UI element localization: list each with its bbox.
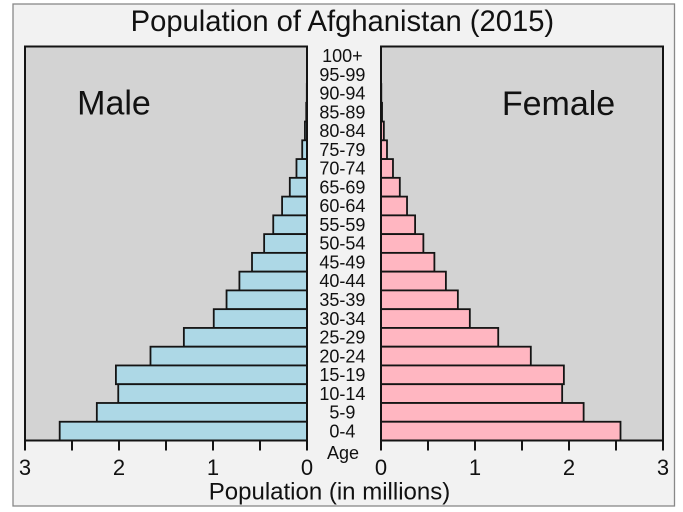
svg-text:100+: 100+ <box>322 46 363 66</box>
svg-text:70-74: 70-74 <box>319 159 365 179</box>
svg-text:2: 2 <box>563 455 575 480</box>
svg-text:Female: Female <box>502 85 615 123</box>
svg-text:25-29: 25-29 <box>319 328 365 348</box>
svg-text:85-89: 85-89 <box>319 102 365 122</box>
svg-text:30-34: 30-34 <box>319 309 365 329</box>
svg-text:80-84: 80-84 <box>319 121 365 141</box>
svg-text:95-99: 95-99 <box>319 65 365 85</box>
svg-text:35-39: 35-39 <box>319 290 365 310</box>
svg-text:40-44: 40-44 <box>319 271 365 291</box>
svg-text:10-14: 10-14 <box>319 384 365 404</box>
svg-text:Population of Afghanistan (201: Population of Afghanistan (2015) <box>131 6 555 38</box>
svg-text:3: 3 <box>657 455 669 480</box>
svg-text:1: 1 <box>207 455 219 480</box>
svg-text:Age: Age <box>327 443 359 463</box>
svg-text:75-79: 75-79 <box>319 140 365 160</box>
svg-text:60-64: 60-64 <box>319 196 365 216</box>
svg-text:Male: Male <box>77 85 151 123</box>
svg-text:15-19: 15-19 <box>319 365 365 385</box>
svg-text:65-69: 65-69 <box>319 177 365 197</box>
svg-text:45-49: 45-49 <box>319 252 365 272</box>
svg-text:0: 0 <box>301 455 313 480</box>
svg-text:2: 2 <box>113 455 125 480</box>
svg-text:20-24: 20-24 <box>319 346 365 366</box>
svg-text:0: 0 <box>375 455 387 480</box>
svg-text:1: 1 <box>469 455 481 480</box>
svg-text:5-9: 5-9 <box>329 403 355 423</box>
svg-text:0-4: 0-4 <box>329 421 355 441</box>
svg-text:Population (in millions): Population (in millions) <box>209 478 450 505</box>
svg-text:50-54: 50-54 <box>319 234 365 254</box>
svg-text:55-59: 55-59 <box>319 215 365 235</box>
svg-text:3: 3 <box>19 455 31 480</box>
svg-text:90-94: 90-94 <box>319 84 365 104</box>
